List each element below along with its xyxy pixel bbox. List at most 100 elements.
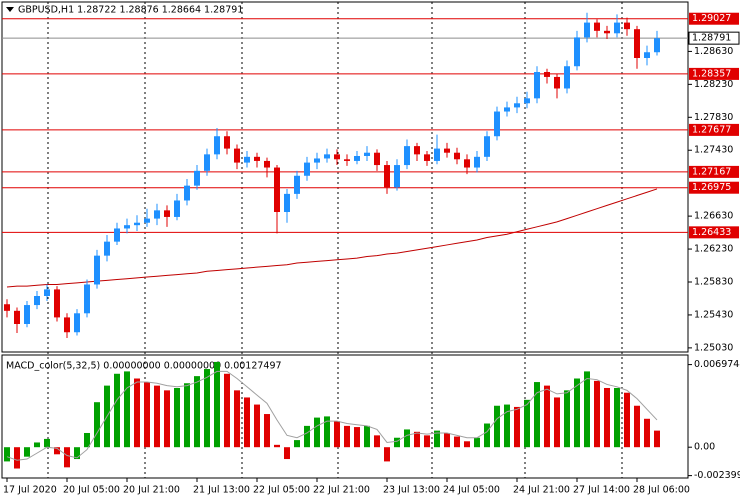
macd-bar [624,392,630,448]
macd-bar [194,376,200,448]
candle-body [394,165,400,188]
macd-bar [434,430,440,448]
macd-label: MACD_color(5,32,5) 0.00000000 0.00000000… [6,361,282,372]
macd-bar [584,371,590,448]
y-tick-label: 1.27430 [694,145,733,156]
macd-bar [54,447,60,455]
macd-bar [594,380,600,448]
macd-bar [654,430,660,448]
level-label-box [689,165,739,178]
candle-body [254,156,260,161]
candle-body [404,146,410,166]
candle-body [444,148,450,153]
x-tick-label: 21 Jul 13:00 [193,485,250,496]
candle-body [494,111,500,137]
macd-bar [534,382,540,448]
candle-body [614,22,620,34]
x-tick-label: 22 Jul 21:00 [313,485,370,496]
macd-bar [204,369,210,448]
macd-bar [134,378,140,448]
candle-body [184,185,190,201]
macd-bar [264,414,270,448]
macd-bar [574,378,580,448]
macd-bar [94,402,100,448]
y-tick-label: 0.0069744 [694,359,740,370]
moving-average [6,188,658,288]
macd-bar [414,431,420,448]
x-tick-label: 24 Jul 05:00 [443,485,500,496]
level-label-box [689,123,739,136]
macd-bar [14,447,20,469]
candle-body [424,154,430,161]
candle-body [164,210,170,217]
macd-bar [324,416,330,448]
candle-body [534,72,540,99]
macd-bar [604,387,610,448]
candle-body [294,175,300,194]
macd-bar [464,441,470,448]
macd-bar [84,432,90,448]
macd-bar [334,421,340,448]
y-tick-label: 1.28630 [694,46,733,57]
macd-bar [634,405,640,448]
candle-body [224,136,230,149]
level-label: 1.27677 [692,124,731,135]
macd-bar [74,447,80,460]
y-tick-label: 1.25030 [694,342,733,353]
macd-bar [364,425,370,448]
y-tick-label: 1.27830 [694,112,733,123]
candle-body [584,22,590,38]
candle-body [234,148,240,163]
candle-body [604,30,610,34]
candle-body [14,310,20,324]
macd-bar [544,385,550,448]
x-tick-label: 24 Jul 21:00 [513,485,570,496]
macd-bar [564,390,570,448]
candle-body [314,158,320,163]
macd-bar [484,423,490,448]
macd-bar [114,373,120,448]
macd-bar [514,406,520,448]
level-label: 1.28357 [692,68,731,79]
candle-body [84,284,90,314]
candle-body [274,167,280,212]
candle-body [324,154,330,159]
level-label-box [689,67,739,80]
macd-bar [24,447,30,457]
candle-body [64,317,70,333]
level-label: 1.29027 [692,13,731,24]
x-tick-label: 28 Jul 06:00 [633,485,690,496]
macd-bar [64,447,70,468]
candle-body [34,296,40,306]
y-tick-label: 1.25830 [694,277,733,288]
candle-body [134,222,140,226]
candle-body [24,305,30,324]
x-tick-label: 20 Jul 05:00 [63,485,120,496]
macd-bar [224,373,230,448]
candle-body [94,255,100,285]
macd-bar [304,425,310,448]
candle-body [654,38,660,53]
candle-body [384,165,390,188]
macd-bar [394,437,400,448]
macd-panel [1,354,689,479]
macd-bar [154,385,160,448]
last-price-box [688,31,740,45]
last-price-label: 1.28791 [692,33,731,44]
macd-bar [174,387,180,448]
candle-body [154,210,160,219]
x-tick-label: 27 Jul 14:00 [573,485,630,496]
candle-body [594,22,600,31]
macd-bar [344,425,350,448]
candle-body [624,22,630,30]
candle-body [244,156,250,163]
macd-bar [244,397,250,448]
candle-body [44,289,50,296]
macd-bar [354,427,360,448]
chart-title: GBPUSD,H1 1.28722 1.28876 1.28664 1.2879… [18,5,243,16]
macd-bar [214,361,220,448]
candle-body [334,154,340,160]
macd-bar [444,432,450,448]
macd-bar [524,399,530,448]
level-label: 1.26433 [692,227,731,238]
